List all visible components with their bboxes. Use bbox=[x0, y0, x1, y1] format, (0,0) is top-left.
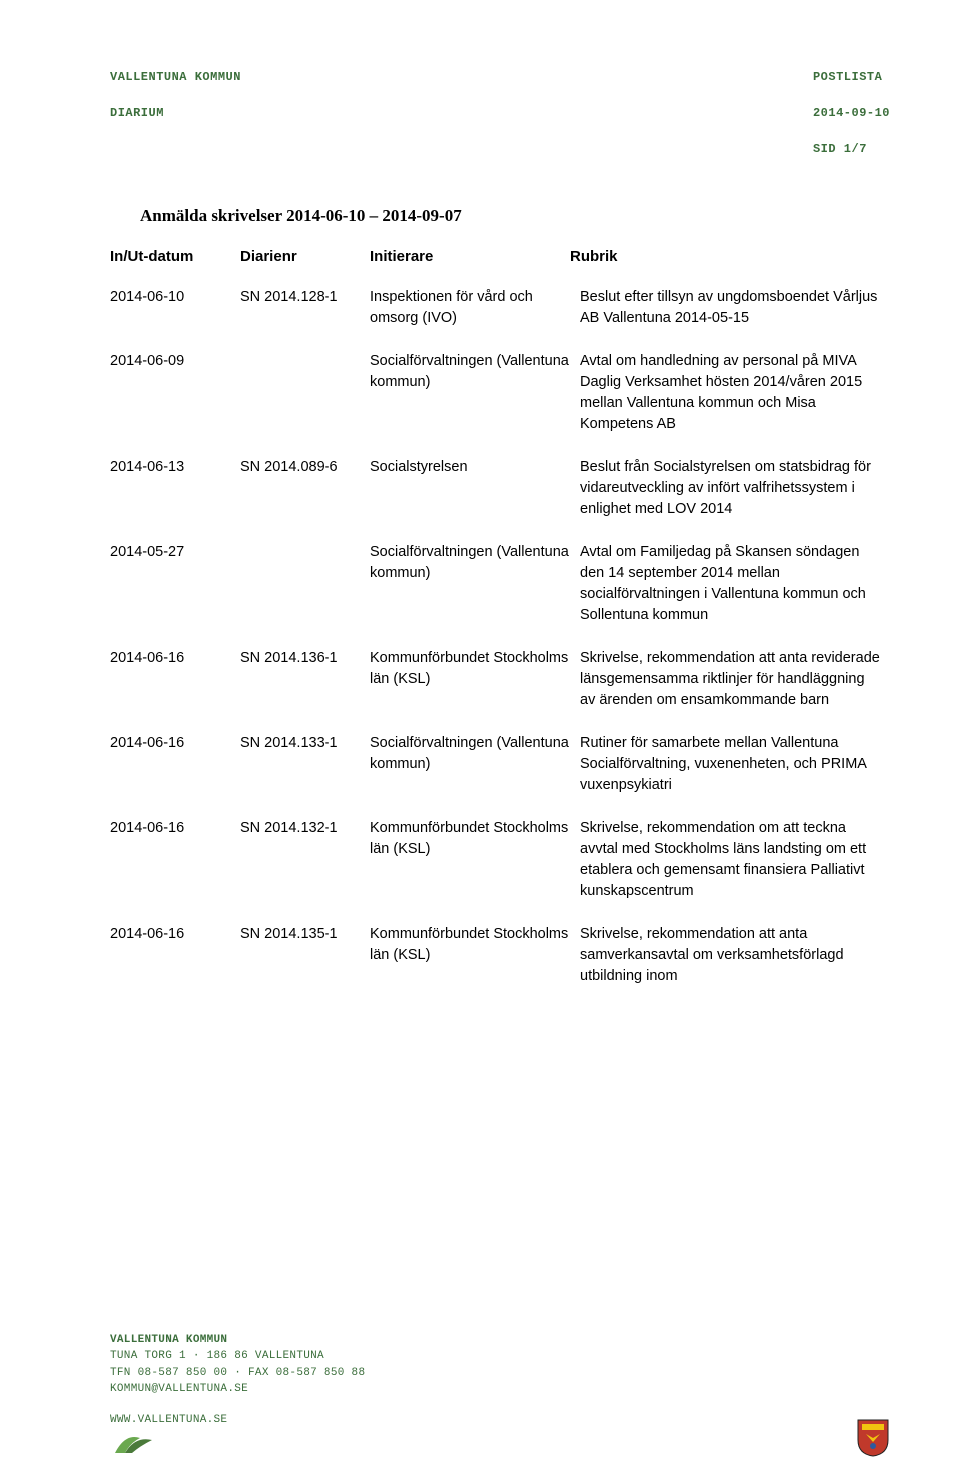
coat-of-arms-icon bbox=[856, 1418, 890, 1463]
entry-date: 2014-06-16 bbox=[110, 924, 240, 987]
entry-initierare: Inspektionen för vård och omsorg (IVO) bbox=[370, 287, 580, 329]
entry-date: 2014-06-13 bbox=[110, 457, 240, 520]
entry-initierare: Socialstyrelsen bbox=[370, 457, 580, 520]
entry-row: 2014-06-13SN 2014.089-6SocialstyrelsenBe… bbox=[110, 457, 890, 520]
entry-date: 2014-06-10 bbox=[110, 287, 240, 329]
column-headers: In/Ut-datum Diarienr Initierare Rubrik bbox=[110, 248, 890, 265]
header-left: VALLENTUNA KOMMUN DIARIUM bbox=[110, 50, 241, 176]
entry-diarienr bbox=[240, 351, 370, 435]
col-header-rubrik: Rubrik bbox=[570, 248, 890, 265]
entries-list: 2014-06-10SN 2014.128-1Inspektionen för … bbox=[110, 287, 890, 987]
entry-diarienr: SN 2014.128-1 bbox=[240, 287, 370, 329]
entry-initierare: Socialförvaltningen (Vallentuna kommun) bbox=[370, 733, 580, 796]
entry-diarienr bbox=[240, 542, 370, 626]
header-date: 2014-09-10 bbox=[813, 104, 890, 122]
footer-website: WWW.VALLENTUNA.SE bbox=[110, 1412, 365, 1429]
entry-date: 2014-05-27 bbox=[110, 542, 240, 626]
footer-address: TUNA TORG 1 · 186 86 VALLENTUNA bbox=[110, 1348, 365, 1365]
entry-rubrik: Avtal om Familjedag på Skansen söndagen … bbox=[580, 542, 890, 626]
entry-diarienr: SN 2014.089-6 bbox=[240, 457, 370, 520]
entry-rubrik: Beslut från Socialstyrelsen om statsbidr… bbox=[580, 457, 890, 520]
entry-row: 2014-06-16SN 2014.132-1Kommunförbundet S… bbox=[110, 818, 890, 902]
entry-initierare: Socialförvaltningen (Vallentuna kommun) bbox=[370, 542, 580, 626]
entry-date: 2014-06-16 bbox=[110, 818, 240, 902]
footer-phone: TFN 08-587 850 00 · FAX 08-587 850 88 bbox=[110, 1365, 365, 1382]
header-postlista: POSTLISTA bbox=[813, 68, 890, 86]
entry-rubrik: Rutiner för samarbete mellan Vallentuna … bbox=[580, 733, 890, 796]
entry-diarienr: SN 2014.133-1 bbox=[240, 733, 370, 796]
document-title: Anmälda skrivelser 2014-06-10 – 2014-09-… bbox=[140, 206, 890, 226]
col-header-initierare: Initierare bbox=[370, 248, 570, 265]
entry-date: 2014-06-16 bbox=[110, 648, 240, 711]
entry-diarienr: SN 2014.132-1 bbox=[240, 818, 370, 902]
entry-initierare: Kommunförbundet Stockholms län (KSL) bbox=[370, 924, 580, 987]
leaf-logo-icon bbox=[110, 1428, 160, 1463]
entry-diarienr: SN 2014.135-1 bbox=[240, 924, 370, 987]
footer-email: KOMMUN@VALLENTUNA.SE bbox=[110, 1381, 365, 1398]
entry-initierare: Socialförvaltningen (Vallentuna kommun) bbox=[370, 351, 580, 435]
entry-row: 2014-06-10SN 2014.128-1Inspektionen för … bbox=[110, 287, 890, 329]
entry-rubrik: Skrivelse, rekommendation att anta revid… bbox=[580, 648, 890, 711]
entry-row: 2014-05-27 Socialförvaltningen (Vallentun… bbox=[110, 542, 890, 626]
header-page-num: SID 1/7 bbox=[813, 140, 890, 158]
entry-row: 2014-06-09 Socialförvaltningen (Vallentun… bbox=[110, 351, 890, 435]
entry-rubrik: Beslut efter tillsyn av ungdomsboendet V… bbox=[580, 287, 890, 329]
entry-initierare: Kommunförbundet Stockholms län (KSL) bbox=[370, 818, 580, 902]
col-header-date: In/Ut-datum bbox=[110, 248, 240, 265]
footer-org: VALLENTUNA KOMMUN bbox=[110, 1332, 365, 1349]
page-footer: VALLENTUNA KOMMUN TUNA TORG 1 · 186 86 V… bbox=[110, 1332, 365, 1429]
entry-row: 2014-06-16SN 2014.135-1Kommunförbundet S… bbox=[110, 924, 890, 987]
entry-diarienr: SN 2014.136-1 bbox=[240, 648, 370, 711]
header-right: POSTLISTA 2014-09-10 SID 1/7 bbox=[813, 50, 890, 176]
entry-row: 2014-06-16SN 2014.133-1Socialförvaltning… bbox=[110, 733, 890, 796]
entry-rubrik: Skrivelse, rekommendation om att teckna … bbox=[580, 818, 890, 902]
entry-date: 2014-06-16 bbox=[110, 733, 240, 796]
document-page: VALLENTUNA KOMMUN DIARIUM POSTLISTA 2014… bbox=[0, 0, 960, 1483]
entry-row: 2014-06-16SN 2014.136-1Kommunförbundet S… bbox=[110, 648, 890, 711]
page-header: VALLENTUNA KOMMUN DIARIUM POSTLISTA 2014… bbox=[110, 50, 890, 176]
entry-rubrik: Skrivelse, rekommendation att anta samve… bbox=[580, 924, 890, 987]
entry-initierare: Kommunförbundet Stockholms län (KSL) bbox=[370, 648, 580, 711]
col-header-diarienr: Diarienr bbox=[240, 248, 370, 265]
entry-date: 2014-06-09 bbox=[110, 351, 240, 435]
header-diarium: DIARIUM bbox=[110, 104, 241, 122]
entry-rubrik: Avtal om handledning av personal på MIVA… bbox=[580, 351, 890, 435]
header-org: VALLENTUNA KOMMUN bbox=[110, 68, 241, 86]
